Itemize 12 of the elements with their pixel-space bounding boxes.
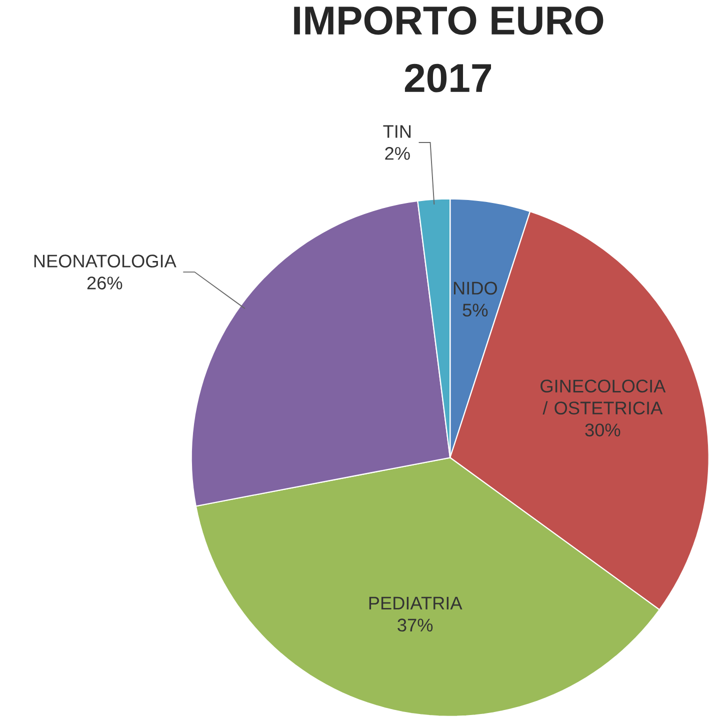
slice-label: PEDIATRIA xyxy=(369,596,462,610)
data-label: 2% xyxy=(384,147,410,160)
chart-title: IMPORTO EURO xyxy=(294,6,603,35)
data-label: 26% xyxy=(87,276,122,290)
slice-label: GINECOLOCIA / OSTETRICIA xyxy=(540,380,666,414)
slice-label: NIDO xyxy=(454,282,497,295)
data-label: 37% xyxy=(397,618,432,632)
data-label: 30% xyxy=(585,424,620,436)
data-label: 5% xyxy=(462,304,488,317)
chart-subtitle: 2017 xyxy=(404,64,491,92)
slice-label: TIN xyxy=(383,125,410,138)
slice-label: NEONATOLOGIA xyxy=(34,254,176,268)
